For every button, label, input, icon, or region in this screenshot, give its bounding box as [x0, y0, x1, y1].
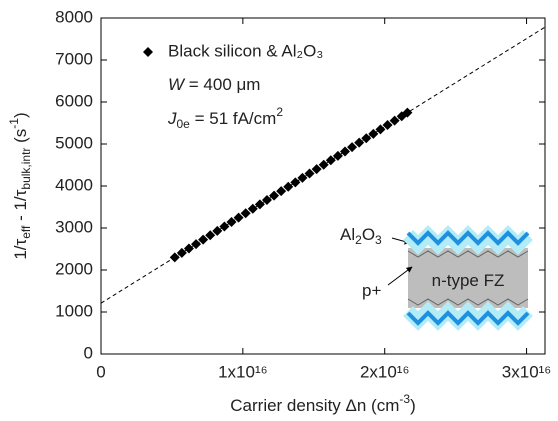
y-tick-label: 0	[84, 343, 93, 362]
oxide-layer	[406, 230, 530, 246]
text-part: J	[167, 109, 177, 128]
data-point	[198, 234, 209, 245]
text-part: )	[11, 112, 30, 118]
text-part: - 1/τ	[11, 189, 30, 225]
data-point	[368, 128, 379, 139]
text-part: O	[362, 225, 375, 244]
x-tick-label: 1x10¹⁶	[218, 362, 268, 381]
y-tick-label: 6000	[55, 91, 93, 110]
text-part: = 51 fA/cm	[190, 109, 276, 128]
inset-diagram	[387, 225, 533, 331]
data-point	[176, 247, 187, 258]
text-part: 1/τ	[11, 238, 30, 259]
bulk-label: n-type FZ	[432, 271, 505, 290]
y-axis-title: 1/τeff - 1/τbulk,intr (s-1)	[7, 112, 33, 259]
data-point	[169, 252, 180, 263]
text-part: eff	[19, 225, 33, 239]
data-point	[240, 208, 251, 219]
x-tick-label: 3x10¹⁶	[502, 362, 552, 381]
data-point	[283, 181, 294, 192]
doped-edge	[407, 250, 529, 258]
x-tick-label: 2x10¹⁶	[360, 362, 410, 381]
y-tick-label: 3000	[55, 217, 93, 236]
data-point	[311, 164, 322, 175]
data-point	[339, 146, 350, 157]
data-point	[269, 190, 280, 201]
text-part: W	[168, 75, 186, 94]
y-tick-label: 5000	[55, 133, 93, 152]
text-part: -1	[7, 118, 21, 129]
legend-label: Black silicon & Al₂O₃	[168, 41, 323, 60]
data-point	[191, 239, 202, 250]
data-point	[183, 243, 194, 254]
doped-edge	[407, 298, 529, 306]
y-tick-label: 7000	[55, 49, 93, 68]
x-axis-title: Carrier density Δn (cm-3)	[230, 392, 415, 415]
data-point	[347, 142, 358, 153]
y-tick-label: 8000	[55, 7, 93, 26]
data-point	[402, 107, 413, 118]
legend-note: W = 400 μm	[168, 75, 260, 94]
text-part: 0e	[177, 117, 191, 131]
y-tick-label: 1000	[55, 301, 93, 320]
data-point	[290, 177, 301, 188]
text-part: 2	[276, 105, 283, 119]
data-point	[226, 217, 237, 228]
data-point	[382, 120, 393, 131]
doping-label: p+	[362, 281, 381, 300]
data-point	[304, 168, 315, 179]
data-point	[247, 203, 258, 214]
data-point	[389, 115, 400, 126]
data-point	[276, 186, 287, 197]
data-point	[361, 133, 372, 144]
text-part: 2	[355, 233, 362, 247]
data-point	[375, 124, 386, 135]
data-point	[205, 230, 216, 241]
data-point	[318, 159, 329, 170]
arrow	[387, 266, 413, 286]
data-point	[212, 225, 223, 236]
legend-marker	[143, 47, 153, 57]
text-part: )	[410, 396, 416, 415]
layer-label: Al2O3	[340, 225, 382, 247]
text-part: Carrier density Δn (cm	[230, 396, 399, 415]
data-point	[325, 155, 336, 166]
text-part: -3	[399, 392, 410, 406]
legend-note: J0e = 51 fA/cm2	[167, 105, 283, 131]
data-point	[233, 212, 244, 223]
text-part: Al	[340, 225, 355, 244]
text-part: p+	[362, 281, 381, 300]
text-part: = 400 μm	[184, 75, 260, 94]
data-point	[332, 150, 343, 161]
text-part: 3	[375, 233, 382, 247]
data-point	[261, 194, 272, 205]
data-point	[354, 137, 365, 148]
y-tick-label: 2000	[55, 259, 93, 278]
data-point	[219, 221, 230, 232]
text-part: bulk,intr	[19, 148, 33, 190]
text-part: n-type FZ	[432, 271, 505, 290]
data-point	[254, 199, 265, 210]
oxide-layer	[406, 310, 530, 326]
text-part: (s	[11, 129, 30, 148]
y-tick-label: 4000	[55, 175, 93, 194]
x-tick-label: 0	[96, 362, 105, 381]
data-point	[297, 172, 308, 183]
bulk-layer	[408, 248, 528, 308]
